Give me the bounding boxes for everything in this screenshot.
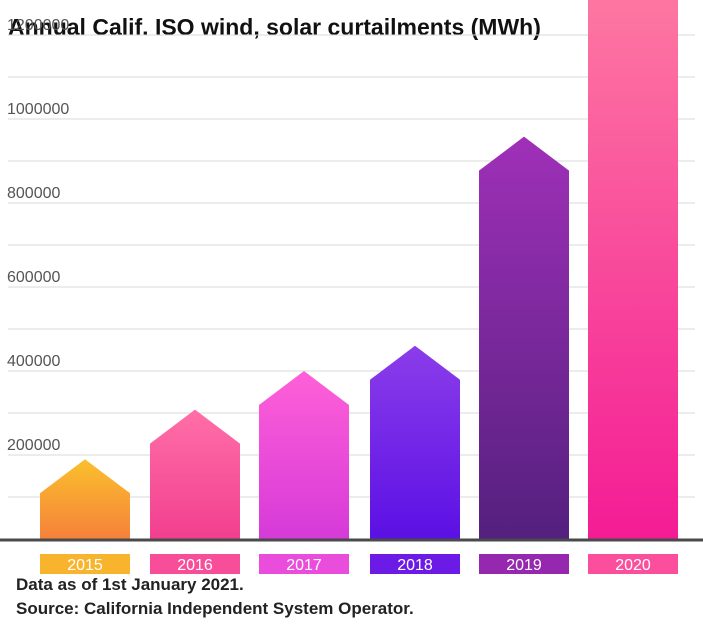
bar-2018 [370, 345, 460, 539]
category-label-box [40, 554, 130, 574]
y-tick-label: 400000 [7, 353, 60, 370]
y-tick-label: 800000 [7, 185, 60, 202]
data-date-note: Data as of 1st January 2021. [16, 575, 244, 594]
bar-2019 [479, 136, 569, 539]
category-label-box [370, 554, 460, 574]
y-tick-label: 200000 [7, 437, 60, 454]
bar-2017 [259, 371, 349, 539]
category-label-box [479, 554, 569, 574]
bar-2020 [588, 0, 678, 539]
bar-2015 [40, 459, 130, 539]
category-label: 2015 [67, 557, 103, 574]
bar-2016 [150, 409, 240, 539]
category-label: 2018 [397, 557, 433, 574]
category-label: 2019 [506, 557, 542, 574]
chart-title: Annual Calif. ISO wind, solar curtailmen… [8, 14, 541, 40]
category-label: 2020 [615, 557, 651, 574]
category-label-box [150, 554, 240, 574]
bars [40, 0, 678, 539]
x-axis-categories: 2015 2016 2017 2018 2019 2020 [40, 554, 678, 574]
category-label: 2016 [177, 557, 213, 574]
category-label-box [588, 554, 678, 574]
footnotes: Data as of 1st January 2021. Source: Cal… [16, 573, 414, 621]
y-tick-label: 1000000 [7, 101, 69, 118]
category-label: 2017 [286, 557, 322, 574]
source-note: Source: California Independent System Op… [16, 599, 414, 618]
y-tick-label: 600000 [7, 269, 60, 286]
category-label-box [259, 554, 349, 574]
gridlines [8, 34, 695, 498]
y-tick-label: 1200000 [7, 17, 69, 34]
y-axis-ticks: 1800000160000014000001200000100000080000… [7, 17, 69, 454]
